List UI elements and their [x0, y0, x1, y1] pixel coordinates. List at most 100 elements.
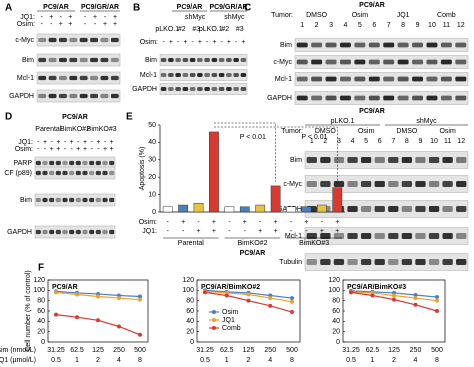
band: [240, 58, 247, 62]
y-tick-label: 10: [148, 191, 156, 198]
band: [456, 232, 467, 240]
band: [440, 95, 452, 101]
y-tick-label: 100: [182, 287, 194, 294]
band: [426, 42, 438, 48]
y-tick-label: 20: [148, 174, 156, 181]
y-tick-label: 120: [328, 277, 340, 284]
lane-label: 11: [443, 22, 450, 29]
band: [168, 87, 174, 91]
x-axis-label: JQ1 (µmol/L): [0, 357, 36, 364]
group-label: BimKO#3: [299, 240, 329, 247]
band: [38, 57, 47, 63]
header: PC9/AR: [359, 2, 385, 9]
lane-label: #2: [178, 26, 186, 33]
band: [426, 95, 438, 101]
point: [117, 296, 121, 301]
point: [75, 315, 79, 320]
bar: [193, 203, 204, 213]
sign: -: [97, 146, 100, 153]
band: [58, 93, 67, 99]
band: [189, 73, 196, 77]
header: PC9/AR: [359, 108, 385, 115]
band: [55, 229, 61, 235]
sign: -: [90, 139, 93, 146]
y-tick-label: 20: [332, 329, 340, 336]
band: [58, 75, 67, 81]
x-tick-label: 62.5: [70, 347, 84, 354]
blot: [159, 54, 248, 66]
bar: [286, 206, 296, 213]
band: [368, 76, 380, 82]
sign: +: [335, 219, 339, 226]
band: [311, 76, 323, 82]
y-axis-label: Cell number (% of control): [25, 270, 32, 351]
band: [320, 258, 331, 266]
band: [455, 59, 467, 65]
sign: -: [50, 139, 53, 146]
protein-label: Mcl-1: [140, 72, 157, 79]
band: [374, 232, 385, 240]
band: [42, 197, 48, 203]
band: [401, 156, 413, 164]
band: [415, 205, 426, 213]
band: [306, 232, 317, 240]
sign: -: [321, 219, 324, 226]
band: [175, 73, 181, 77]
band: [333, 258, 345, 266]
lane-label: 8: [401, 22, 405, 29]
band: [397, 76, 409, 82]
sign: -: [290, 219, 293, 226]
sign: -: [94, 21, 97, 28]
sign: +: [320, 228, 324, 235]
sign: +: [113, 14, 117, 21]
band: [401, 232, 413, 240]
band: [311, 59, 323, 65]
sign: -: [37, 146, 40, 153]
band: [383, 76, 395, 82]
x-tick-label: 31.25: [196, 347, 214, 354]
bar: [317, 204, 327, 213]
sign: +: [50, 146, 54, 153]
sign: +: [70, 139, 74, 146]
sign: +: [181, 219, 185, 226]
point: [413, 302, 418, 307]
band: [197, 73, 203, 77]
x-tick-label: 500: [431, 347, 443, 354]
y-tick-label: 120: [182, 277, 194, 284]
sign: +: [68, 21, 72, 28]
band: [109, 160, 115, 166]
group-label: DMSO: [315, 128, 337, 135]
band: [320, 156, 331, 164]
band: [69, 197, 75, 203]
band: [75, 170, 81, 176]
lane-label: 4: [351, 138, 355, 145]
header: PC9/AR: [43, 4, 69, 11]
sign: +: [43, 139, 47, 146]
band: [456, 258, 467, 266]
band: [240, 87, 247, 91]
band: [306, 156, 317, 164]
legend-label: Osim: [222, 309, 239, 316]
protein-label: PARP: [13, 160, 32, 167]
sign: -: [104, 14, 107, 21]
band: [412, 95, 424, 101]
x-tick-label: 2: [96, 357, 100, 364]
bar: [239, 206, 250, 213]
band: [35, 170, 41, 176]
lane-label: 1: [300, 22, 304, 29]
group-label: Osim: [358, 128, 375, 135]
band: [48, 37, 57, 43]
band: [440, 76, 452, 82]
band: [339, 42, 351, 48]
band: [456, 156, 467, 164]
band: [49, 197, 55, 203]
lane-label: pLKO.1: [199, 26, 223, 33]
band: [160, 87, 167, 91]
x-tick-label: 31.25: [342, 347, 360, 354]
band: [455, 42, 467, 48]
group-label: BimKO#2: [60, 126, 90, 133]
point: [349, 290, 353, 295]
sign: -: [37, 139, 40, 146]
sign: -: [220, 39, 223, 46]
sign: -: [64, 146, 67, 153]
